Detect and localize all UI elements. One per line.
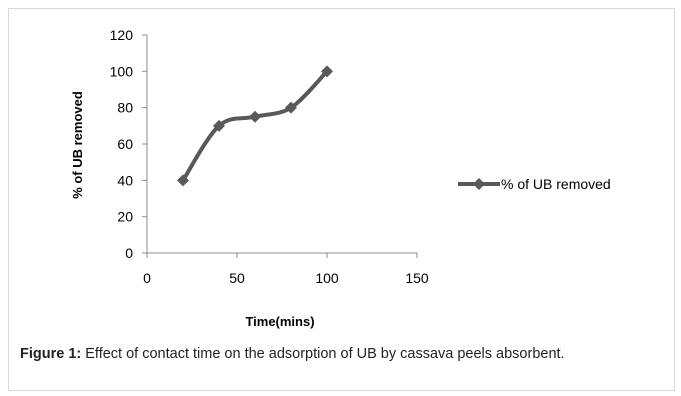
chart-ticks: 0 20 40 60 80 100 120 0 50 100 150 <box>110 27 429 286</box>
caption-text: Effect of contact time on the adsorption… <box>81 346 565 362</box>
legend: % of UB removed <box>458 176 611 192</box>
y-tick-label: 60 <box>117 136 133 152</box>
figure-frame <box>8 8 675 391</box>
y-tick-label: 40 <box>117 172 133 188</box>
y-axis-label: % of UB removed <box>70 91 85 199</box>
y-tick-label: 0 <box>125 245 133 261</box>
legend-marker <box>473 178 485 190</box>
data-point <box>249 110 261 123</box>
x-tick-label: 50 <box>229 270 245 286</box>
data-point <box>177 174 189 187</box>
line-chart: 0 20 40 60 80 100 120 0 50 100 150 Time(mins) % of… <box>70 27 611 329</box>
y-tick-label: 20 <box>117 209 133 225</box>
series-line <box>181 69 329 183</box>
y-tick-label: 80 <box>117 100 133 116</box>
x-tick-label: 0 <box>143 270 151 286</box>
x-tick-label: 150 <box>405 270 429 286</box>
y-tick-label: 100 <box>110 63 134 79</box>
x-axis-label: Time(mins) <box>245 314 314 329</box>
caption-label: Figure 1: <box>20 346 82 362</box>
series-markers <box>177 65 333 187</box>
y-tick-label: 120 <box>110 27 134 43</box>
x-tick-label: 100 <box>315 270 339 286</box>
figure-caption: Figure 1: Effect of contact time on the … <box>20 345 660 364</box>
chart-axes <box>146 35 417 254</box>
data-point <box>321 65 333 78</box>
data-point <box>213 119 225 132</box>
data-point <box>285 101 297 114</box>
legend-label: % of UB removed <box>501 176 611 192</box>
